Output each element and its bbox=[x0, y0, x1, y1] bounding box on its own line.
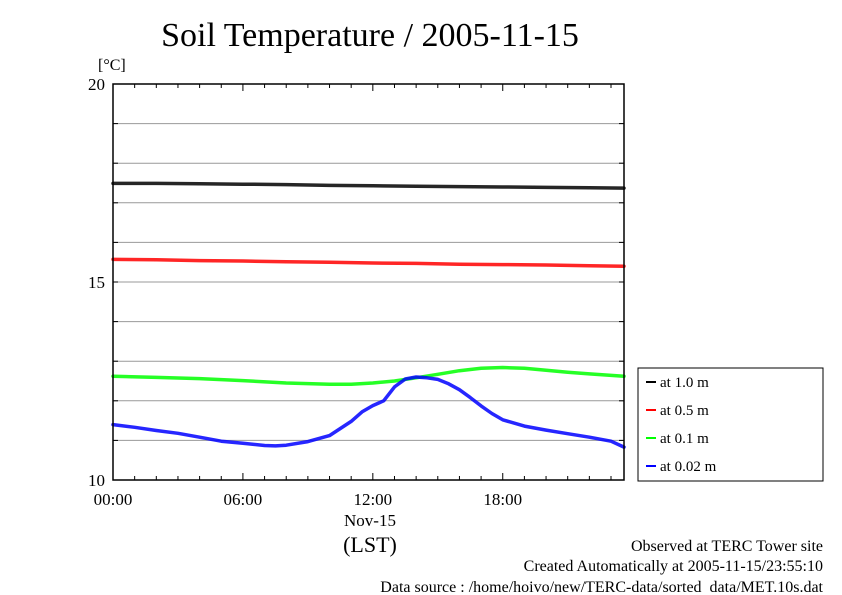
y-tick-label: 15 bbox=[88, 273, 105, 292]
series-line-0 bbox=[111, 181, 626, 190]
legend-label: at 0.5 m bbox=[660, 403, 709, 419]
y-tick-label: 10 bbox=[88, 471, 105, 490]
footer-created: Created Automatically at 2005-11-15/23:5… bbox=[524, 558, 823, 575]
series-group bbox=[111, 181, 626, 449]
x-tick-label: 12:00 bbox=[353, 490, 392, 509]
series-line-1 bbox=[111, 257, 626, 268]
footer-data-source: Data source : /home/hoivo/new/TERC-data/… bbox=[380, 579, 823, 595]
y-tick-label: 20 bbox=[88, 75, 105, 94]
legend: at 1.0 m at 0.5 m at 0.1 m at 0.02 m bbox=[637, 367, 824, 482]
chart-title: Soil Temperature / 2005-11-15 bbox=[161, 17, 579, 54]
y-axis-unit: [°C] bbox=[98, 57, 126, 74]
series-line-2 bbox=[111, 365, 626, 386]
legend-label: at 0.02 m bbox=[660, 459, 717, 475]
x-axis-date-label: Nov-15 bbox=[344, 511, 396, 530]
grid-lines bbox=[113, 123, 624, 441]
legend-items: at 1.0 m at 0.5 m at 0.1 m at 0.02 m bbox=[646, 375, 717, 475]
legend-label: at 1.0 m bbox=[660, 375, 709, 391]
x-axis-ticks: 00:00 06:00 12:00 18:00 bbox=[94, 84, 612, 509]
x-axis-label: (LST) bbox=[343, 532, 397, 557]
x-tick-label: 00:00 bbox=[94, 490, 133, 509]
legend-box bbox=[637, 367, 824, 482]
x-tick-label: 06:00 bbox=[224, 490, 263, 509]
series-line-3 bbox=[111, 375, 626, 449]
x-tick-label: 18:00 bbox=[483, 490, 522, 509]
y-axis-ticks: 10 15 20 bbox=[88, 75, 624, 490]
legend-label: at 0.1 m bbox=[660, 431, 709, 447]
footer-observed: Observed at TERC Tower site bbox=[631, 538, 823, 555]
